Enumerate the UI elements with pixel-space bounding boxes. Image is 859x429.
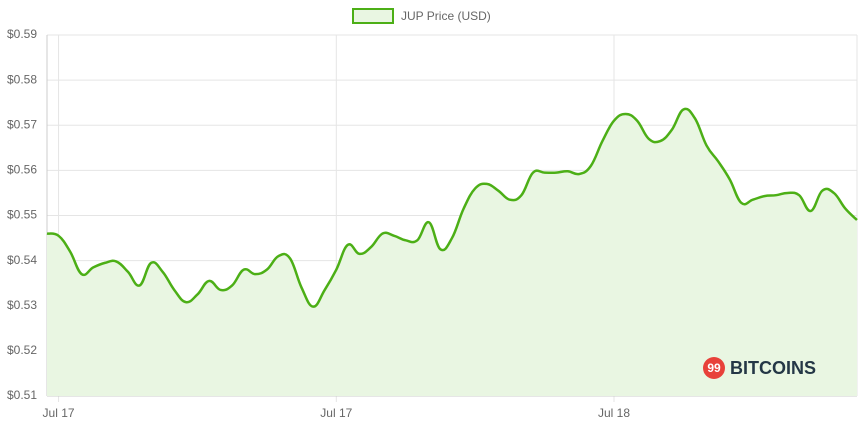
y-tick-label: $0.58 [7,72,37,86]
y-tick-label: $0.57 [7,117,37,131]
y-tick-label: $0.54 [7,253,37,267]
x-tick-label: Jul 17 [43,406,75,420]
watermark-icon: 99 [707,361,721,375]
line [46,107,858,308]
watermark-icon-bg [703,357,725,379]
x-tick-label: Jul 18 [598,406,630,420]
legend-swatch [352,8,394,24]
y-tick-label: $0.55 [7,208,37,222]
y-tick-label: $0.59 [7,27,37,41]
watermark: 99 BITCOINS [703,357,816,379]
area [47,108,857,397]
y-tick-label: $0.51 [7,388,37,402]
y-tick-label: $0.56 [7,163,37,177]
x-tick-label: Jul 17 [320,406,352,420]
legend-label: JUP Price (USD) [401,9,491,23]
y-tick-label: $0.52 [7,343,37,357]
watermark-text: BITCOINS [730,358,816,378]
y-tick-label: $0.53 [7,298,37,312]
